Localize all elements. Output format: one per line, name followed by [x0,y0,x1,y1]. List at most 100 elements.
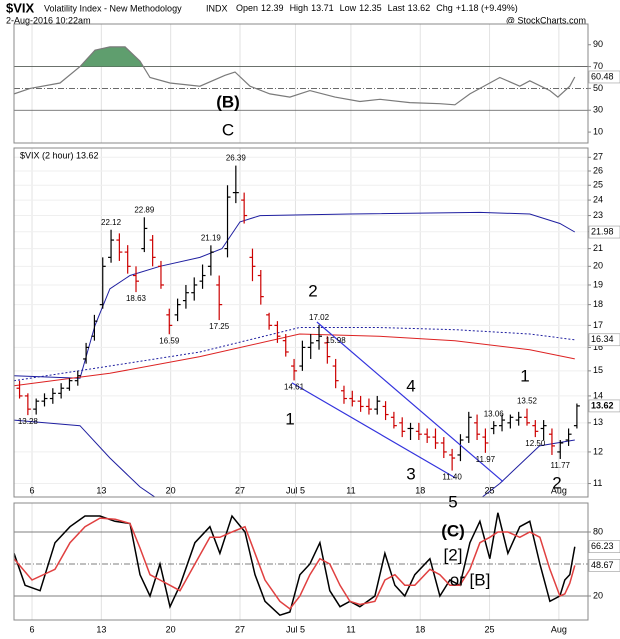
trend-line [291,382,456,479]
price-label: 22.12 [101,218,122,227]
wave-label: (C) [441,521,465,540]
x-tick-label: 18 [415,624,425,634]
price-label: 14.61 [284,383,305,392]
overlay-line [14,211,576,379]
last-value-label: 66.23 [591,541,614,551]
x-tick-label: 18 [415,485,425,495]
wave-label: or [B] [450,570,491,589]
y-tick-label: 10 [593,126,603,136]
overbought-fill [80,46,144,67]
price-label: 26.39 [226,154,247,163]
y-tick-label: 23 [593,210,603,220]
overlay-line [14,327,575,382]
y-tick-label: 80 [593,526,603,536]
price-label: 11.97 [476,455,496,464]
panel [14,148,588,497]
x-tick-label: Jul 5 [286,485,305,495]
y-tick-label: 11 [593,478,602,488]
y-tick-label: 18 [593,299,603,309]
x-tick-label: Aug [551,485,567,495]
x-tick-label: 25 [485,485,495,495]
price-label: 13.28 [18,417,39,426]
x-tick-label: 13 [96,485,106,495]
last-value-label: 48.67 [591,560,614,570]
panel-frame [13,147,589,498]
index-name: Volatility Index - New Methodology [44,3,182,13]
y-tick-label: 50 [593,83,603,93]
last-value-box [588,333,620,347]
wave-label: C [222,120,234,139]
last-value-label: 13.62 [591,400,614,410]
y-tick-label: 20 [593,590,603,600]
y-tick-label: 27 [593,152,603,162]
x-tick-label: 25 [485,624,495,634]
quote-label: Chg [436,3,453,13]
quote-value: 12.39 [261,3,284,13]
price-label: 13.06 [484,409,505,418]
price-label: 18.63 [126,294,147,303]
x-tick-label: 20 [166,624,176,634]
indicator-line [14,512,576,617]
wave-label: 5 [448,492,457,511]
quote-value: 13.71 [311,3,334,13]
y-tick-label: 20 [593,261,603,271]
last-value-box [588,70,620,84]
price-label: 16.59 [159,336,180,345]
indicator-line [14,517,576,610]
wave-label: 4 [406,376,415,395]
x-tick-label: 11 [346,624,355,634]
y-tick-label: 12 [593,446,603,456]
overlay-line [14,419,575,497]
y-tick-label: 90 [593,39,603,49]
price-label: 22.89 [134,205,155,214]
x-tick-label: 11 [346,485,355,495]
last-value-box [588,559,620,572]
last-value-label: 16.34 [591,334,614,344]
wave-label: [2] [444,545,463,564]
y-tick-label: 14 [593,390,603,400]
quote-label: Last [388,3,406,13]
y-tick-label: 13 [593,417,603,427]
price-label: 11.77 [551,461,571,470]
x-tick-label: 20 [166,485,176,495]
watermark: @ StockCharts.com [506,15,586,25]
last-value-label: 60.48 [591,71,614,81]
last-value-box [588,225,620,239]
wave-label: (B) [216,92,240,111]
x-tick-label: Aug [551,624,567,634]
price-label: 17.02 [309,313,330,322]
date: 2-Aug-2016 10:22am [6,15,91,25]
x-tick-label: 6 [30,485,35,495]
price-label: 15.98 [326,336,347,345]
price-label: 13.52 [517,397,538,406]
y-tick-label: 70 [593,61,603,71]
panel-frame [13,23,589,144]
y-tick-label: 19 [593,279,603,289]
price-title: $VIX (2 hour) 13.62 [20,150,99,160]
y-tick-label: 26 [593,165,603,175]
quote-label: Open [236,3,258,13]
trend-line [316,321,504,483]
wave-label: 1 [520,366,529,385]
price-label: 17.25 [209,322,230,331]
quote-value: 13.62 [408,3,431,13]
wave-label: 1 [285,409,294,428]
y-tick-label: 24 [593,194,603,204]
wave-label: 3 [406,464,415,483]
y-tick-label: 21 [593,243,603,253]
indicator-line [14,46,576,106]
y-tick-label: 16 [593,342,603,352]
overlay-line [14,333,575,387]
last-value-label: 21.98 [591,226,614,236]
price-label: 21.19 [201,233,222,242]
wave-label: 2 [552,473,561,492]
price-label: 12.50 [525,439,546,448]
last-value-box [588,399,620,413]
exchange: INDX [206,3,228,13]
x-tick-label: 13 [96,624,106,634]
x-tick-label: Jul 5 [286,624,305,634]
quote-label: Low [340,3,357,13]
last-value-box [588,540,620,553]
quote-label: High [290,3,309,13]
